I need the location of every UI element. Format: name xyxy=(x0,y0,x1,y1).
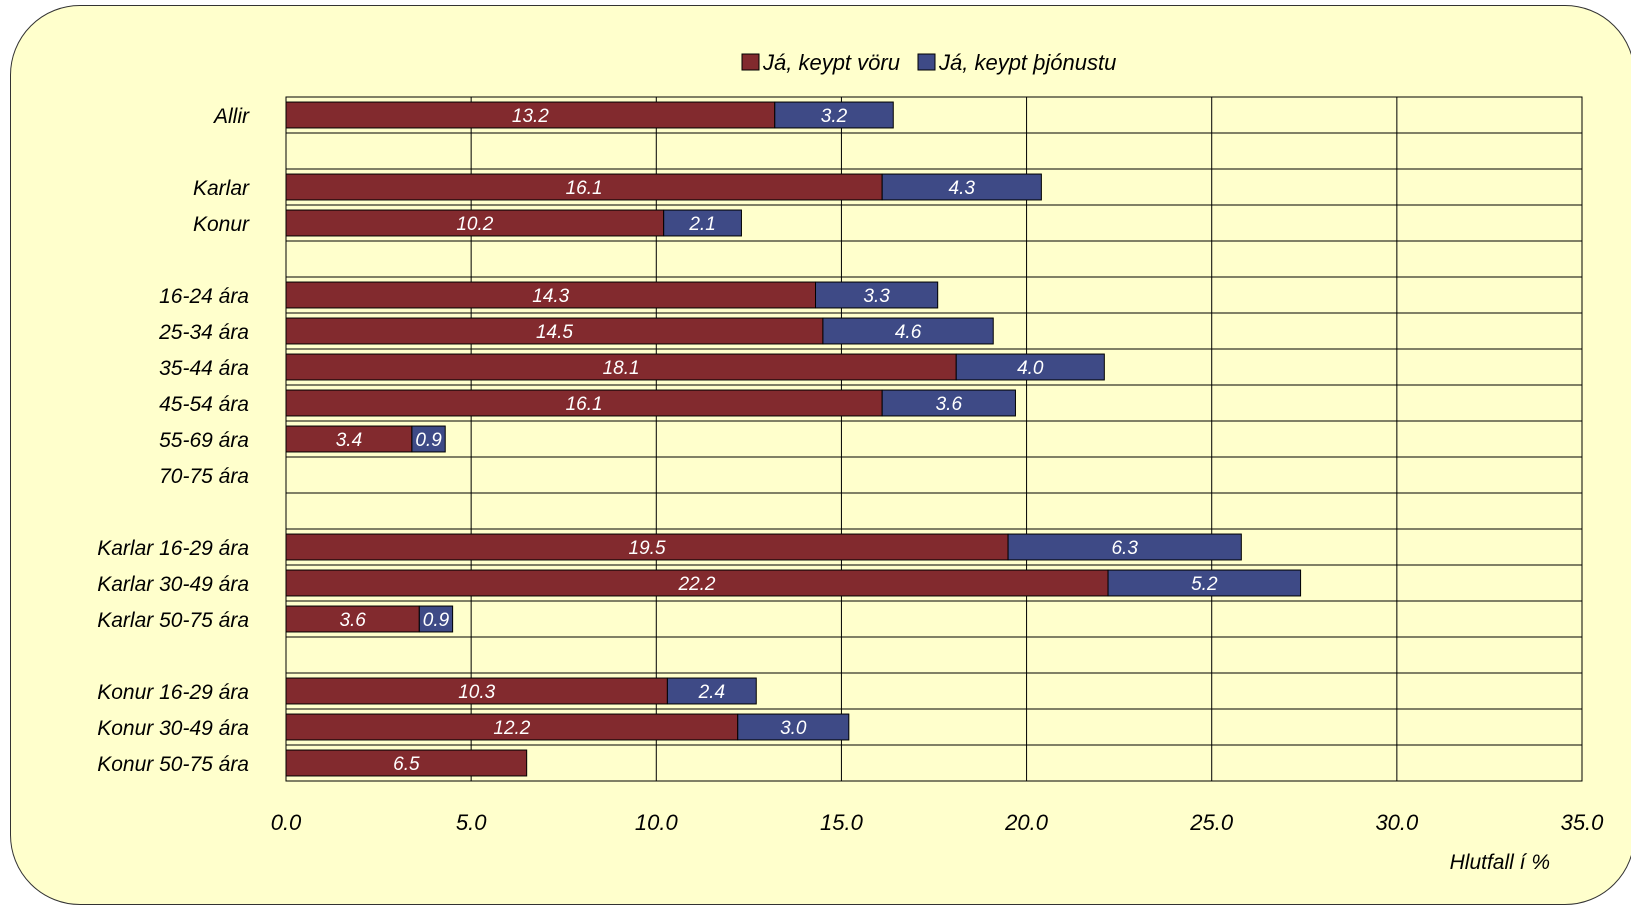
bar-goods xyxy=(285,677,668,705)
bar-goods xyxy=(285,533,1009,561)
data-label: 16.1 xyxy=(566,394,603,415)
data-label: 2.1 xyxy=(688,214,715,235)
bar-goods xyxy=(285,569,1109,597)
x-axis-label: Hlutfall í % xyxy=(1450,851,1550,874)
category-label: 35-44 ára xyxy=(159,357,249,380)
bar-goods xyxy=(285,749,528,777)
category-label: Karlar 30-49 ára xyxy=(97,573,249,596)
bar-goods xyxy=(285,605,420,633)
data-label: 3.4 xyxy=(336,430,362,451)
category-label: Karlar 16-29 ára xyxy=(97,537,249,560)
data-label: 14.5 xyxy=(536,322,573,343)
category-label: 70-75 ára xyxy=(159,465,249,488)
data-label: 4.6 xyxy=(895,322,922,343)
data-label: 6.3 xyxy=(1111,538,1138,559)
value-labels: 13.2 3.2 16.1 4.3 10.2 2.1 14.3 3.3 14.5 4.6 18.1 4… xyxy=(336,106,1218,775)
bar-goods xyxy=(285,353,957,381)
data-label: 19.5 xyxy=(629,538,666,559)
bar-goods xyxy=(285,389,883,417)
bar-services xyxy=(881,389,1016,417)
bars xyxy=(285,101,1302,777)
data-label: 3.3 xyxy=(863,286,890,307)
data-label: 6.5 xyxy=(393,754,420,775)
data-label: 2.4 xyxy=(698,682,725,703)
x-tick-label: 20.0 xyxy=(1004,810,1049,835)
data-label: 18.1 xyxy=(603,358,640,379)
bar-services xyxy=(737,713,850,741)
category-label: Allir xyxy=(212,105,250,128)
category-label: 45-54 ára xyxy=(159,393,249,416)
bar-services xyxy=(774,101,894,129)
category-label: Konur 50-75 ára xyxy=(97,753,249,776)
legend-label-2: Já, keypt þjónustu xyxy=(938,50,1116,75)
bar-services xyxy=(815,281,939,309)
legend-label-1: Já, keypt vöru xyxy=(762,50,900,75)
data-label: 10.2 xyxy=(456,214,493,235)
data-label: 14.3 xyxy=(532,286,569,307)
data-label: 10.3 xyxy=(458,682,495,703)
bar-goods xyxy=(285,209,665,237)
x-tick-label: 25.0 xyxy=(1189,810,1234,835)
chart: 13.2 3.2 16.1 4.3 10.2 2.1 14.3 3.3 14.5 4.6 18.1 4… xyxy=(97,50,1604,874)
x-tick-label: 30.0 xyxy=(1375,810,1419,835)
legend-swatch-2 xyxy=(917,53,936,71)
x-tick-labels: 0.0 5.0 10.0 15.0 20.0 25.0 30.0 35.0 xyxy=(271,810,1604,835)
data-label: 4.0 xyxy=(1017,358,1044,379)
data-label: 22.2 xyxy=(678,574,716,595)
data-label: 3.0 xyxy=(780,718,807,739)
category-label: Konur 16-29 ára xyxy=(97,681,249,704)
bar-services xyxy=(955,353,1105,381)
data-label: 3.6 xyxy=(339,610,366,631)
bar-services xyxy=(411,425,446,453)
data-label: 5.2 xyxy=(1191,574,1218,595)
bar-services xyxy=(822,317,994,345)
x-tick-label: 10.0 xyxy=(635,810,679,835)
category-label: 25-34 ára xyxy=(158,321,249,344)
bar-goods xyxy=(285,281,817,309)
x-tick-label: 5.0 xyxy=(456,810,487,835)
category-label: Karlar 50-75 ára xyxy=(97,609,249,632)
data-label: 13.2 xyxy=(512,106,549,127)
data-label: 12.2 xyxy=(493,718,530,739)
data-label: 3.6 xyxy=(936,394,963,415)
bar-goods xyxy=(285,173,883,201)
category-label: Karlar xyxy=(193,177,250,200)
bar-services xyxy=(1007,533,1242,561)
category-label: Konur 30-49 ára xyxy=(97,717,249,740)
data-label: 0.9 xyxy=(423,610,450,631)
bar-goods xyxy=(285,425,413,453)
x-tick-label: 15.0 xyxy=(820,810,864,835)
x-tick-label: 35.0 xyxy=(1561,810,1605,835)
bar-services xyxy=(666,677,757,705)
x-tick-label: 0.0 xyxy=(271,810,302,835)
bar-services xyxy=(663,209,742,237)
category-label: Konur xyxy=(193,213,250,236)
bar-services xyxy=(881,173,1042,201)
legend: Já, keypt vöru Já, keypt þjónustu xyxy=(741,50,1116,75)
legend-swatch-1 xyxy=(741,53,760,71)
data-label: 16.1 xyxy=(566,178,603,199)
data-label: 4.3 xyxy=(949,178,976,199)
data-label: 3.2 xyxy=(821,106,848,127)
category-label: 16-24 ára xyxy=(159,285,249,308)
bar-services xyxy=(1107,569,1302,597)
data-label: 0.9 xyxy=(415,430,442,451)
category-label: 55-69 ára xyxy=(159,429,249,452)
bar-goods xyxy=(285,713,739,741)
category-labels: Allir Karlar Konur 16-24 ára 25-34 ára 35-44 … xyxy=(97,105,250,776)
bar-services xyxy=(418,605,454,633)
